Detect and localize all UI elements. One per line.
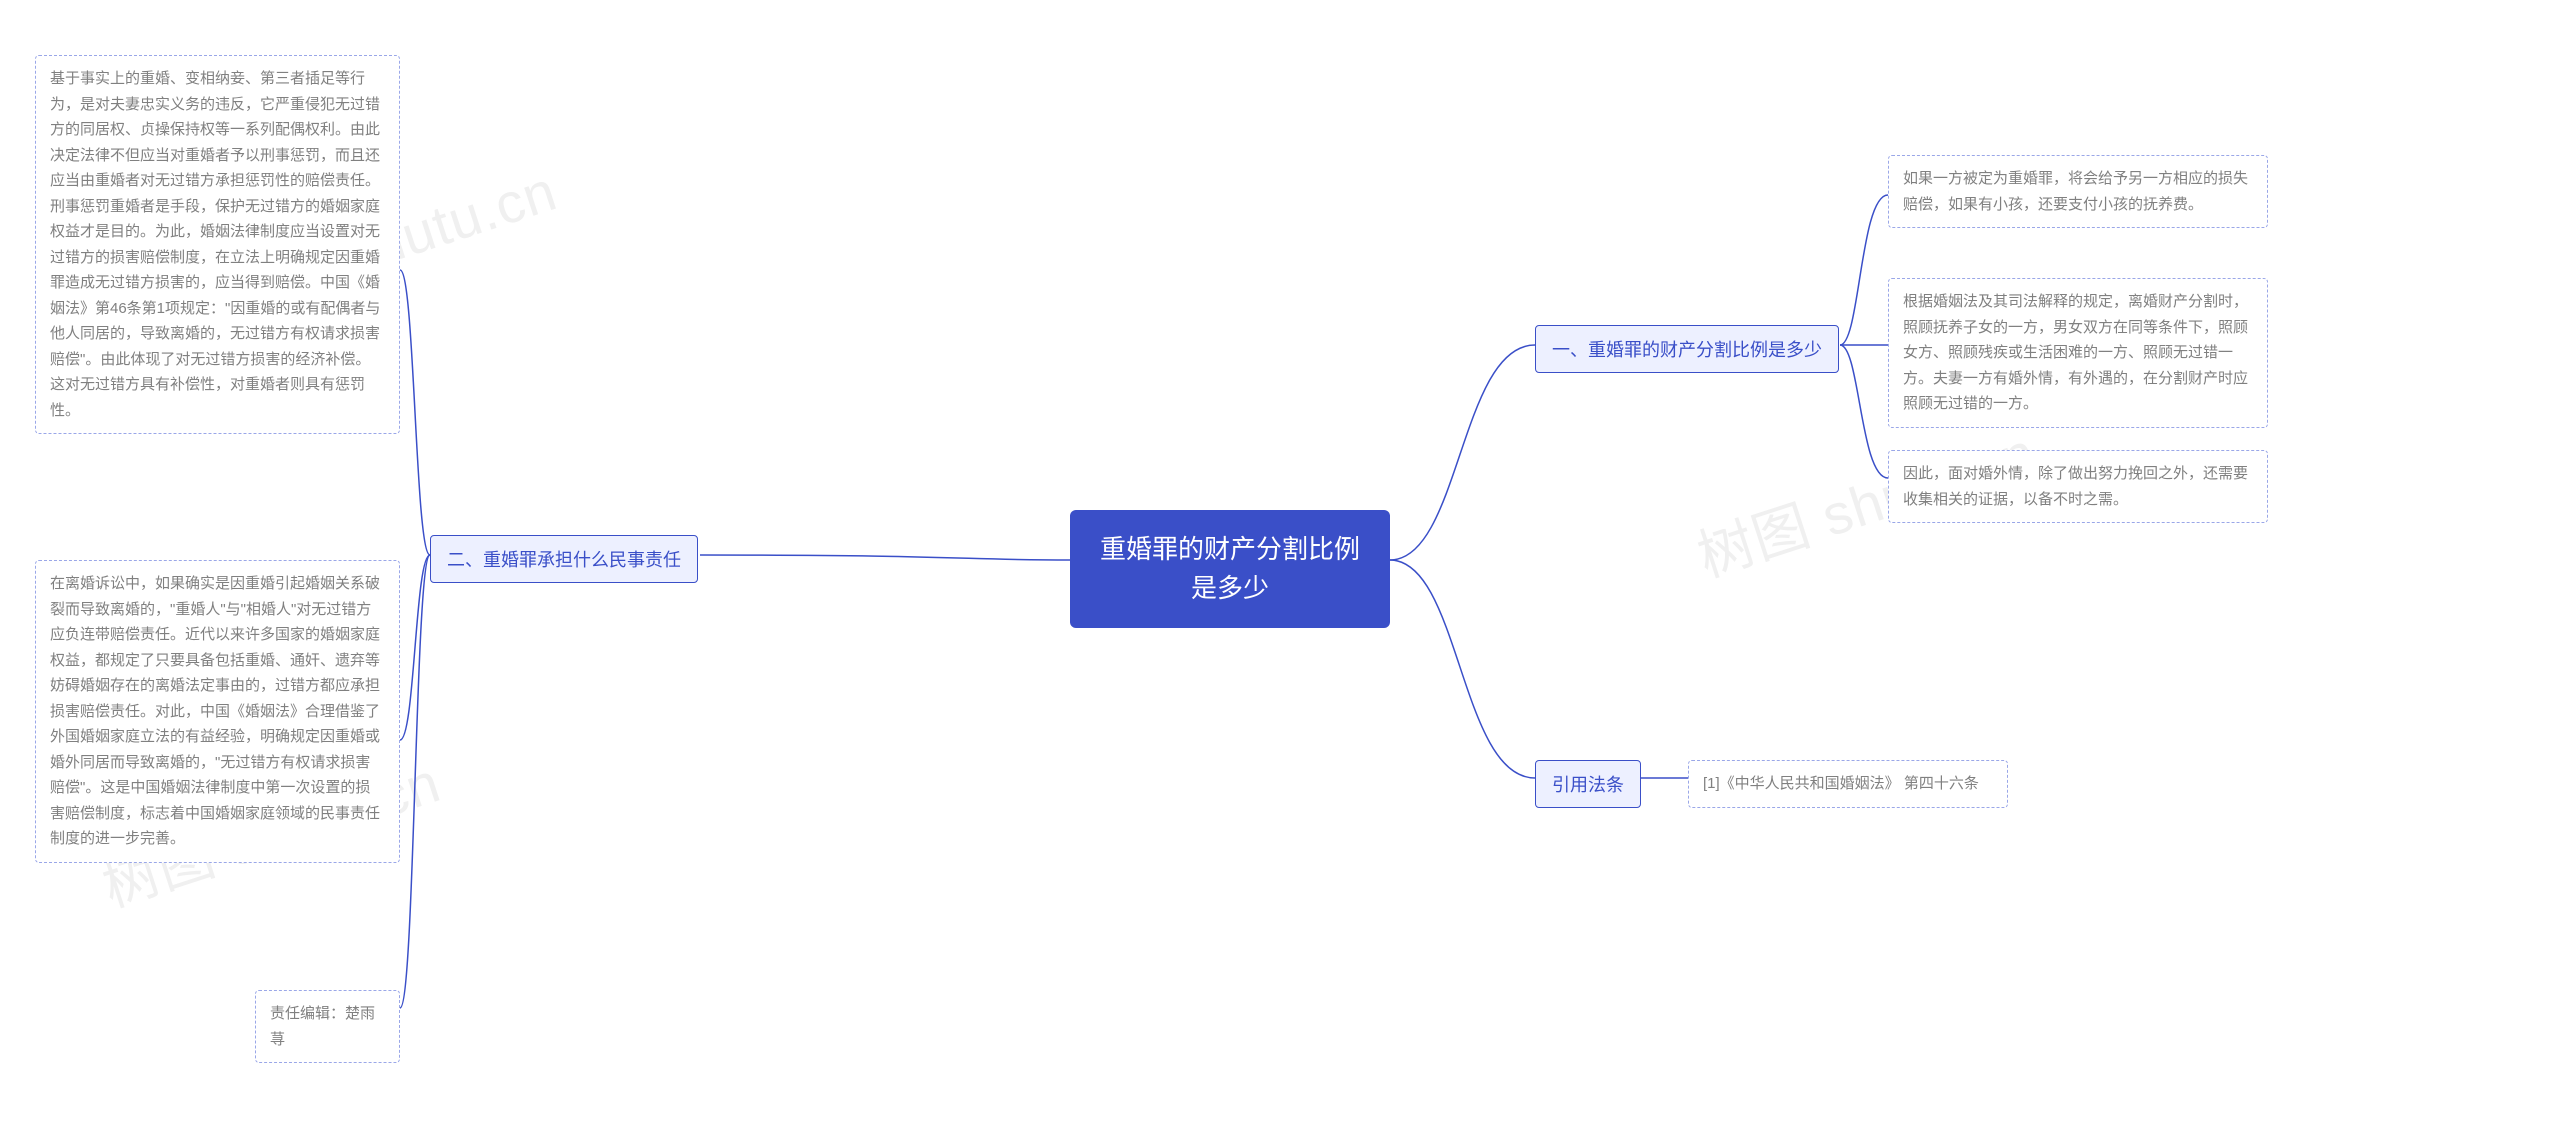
leaf-s2-editor: 责任编辑：楚雨荨 <box>255 990 400 1063</box>
leaf-s2-1: 基于事实上的重婚、变相纳妾、第三者插足等行为，是对夫妻忠实义务的违反，它严重侵犯… <box>35 55 400 434</box>
leaf-s1-1: 如果一方被定为重婚罪，将会给予另一方相应的损失赔偿，如果有小孩，还要支付小孩的抚… <box>1888 155 2268 228</box>
leaf-s1-3: 因此，面对婚外情，除了做出努力挽回之外，还需要收集相关的证据，以备不时之需。 <box>1888 450 2268 523</box>
branch-section-refs[interactable]: 引用法条 <box>1535 760 1641 808</box>
leaf-s1-2: 根据婚姻法及其司法解释的规定，离婚财产分割时，照顾抚养子女的一方，男女双方在同等… <box>1888 278 2268 428</box>
leaf-s2-2: 在离婚诉讼中，如果确实是因重婚引起婚姻关系破裂而导致离婚的，"重婚人"与"相婚人… <box>35 560 400 863</box>
branch-section-2[interactable]: 二、重婚罪承担什么民事责任 <box>430 535 698 583</box>
leaf-ref-1: [1]《中华人民共和国婚姻法》 第四十六条 <box>1688 760 2008 808</box>
branch-section-1[interactable]: 一、重婚罪的财产分割比例是多少 <box>1535 325 1839 373</box>
root-node[interactable]: 重婚罪的财产分割比例是多少 <box>1070 510 1390 628</box>
